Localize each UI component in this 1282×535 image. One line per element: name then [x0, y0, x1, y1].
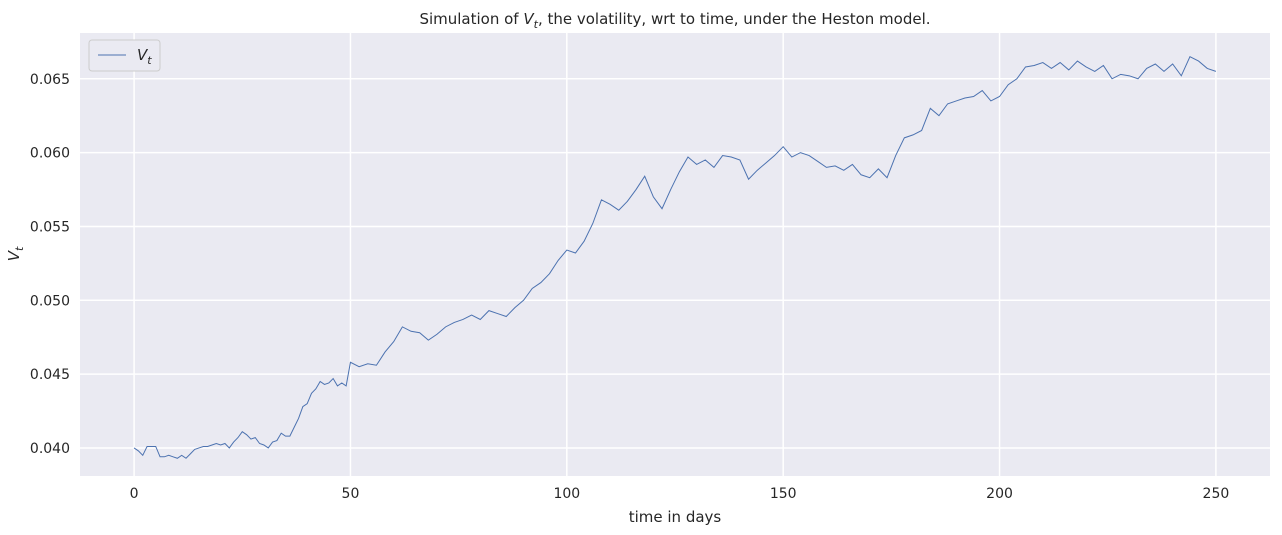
y-tick-label: 0.040 — [30, 441, 70, 457]
y-tick-label: 0.060 — [30, 146, 70, 162]
x-axis-label: time in days — [629, 508, 722, 526]
legend-label: Vt — [137, 46, 152, 67]
x-tick-label: 250 — [1203, 486, 1230, 502]
series-line — [133, 55, 1217, 459]
x-tick-label: 0 — [130, 486, 139, 502]
legend: Vt — [88, 39, 161, 72]
x-tick-label: 200 — [986, 486, 1013, 502]
y-tick-labels: 0.040 0.045 0.050 0.055 0.060 0.065 — [30, 72, 70, 457]
x-grid — [133, 33, 1217, 476]
x-tick-labels: 0 50 100 150 200 250 — [130, 486, 1230, 502]
y-tick-label: 0.055 — [30, 219, 70, 235]
x-tick-label: 50 — [342, 486, 360, 502]
chart-title: Simulation of Vt, the volatility, wrt to… — [419, 10, 930, 31]
y-axis-label: Vt — [5, 246, 26, 261]
y-grid — [80, 78, 1270, 449]
x-tick-label: 150 — [770, 486, 797, 502]
plot-area — [80, 33, 1270, 476]
x-tick-label: 100 — [553, 486, 580, 502]
y-tick-label: 0.045 — [30, 367, 70, 383]
y-tick-label: 0.050 — [30, 293, 70, 309]
y-tick-label: 0.065 — [30, 72, 70, 88]
